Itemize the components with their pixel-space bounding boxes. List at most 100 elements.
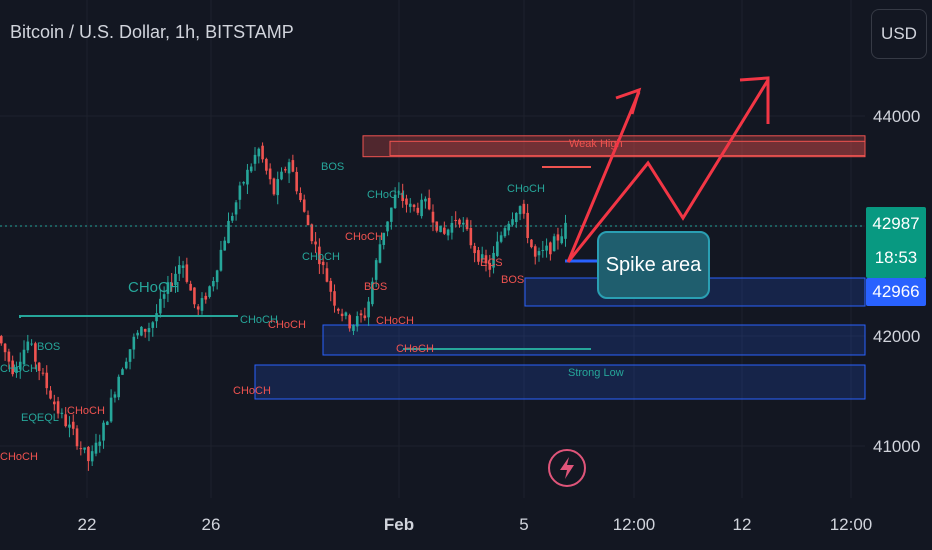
candle-body: [242, 182, 245, 184]
candle-body: [359, 313, 363, 316]
candle-body: [147, 328, 151, 333]
structure-label: CHoCH: [507, 183, 545, 195]
candle-body: [386, 221, 389, 232]
candle-body: [284, 169, 287, 171]
candle-body: [64, 414, 67, 427]
candle-body: [204, 295, 208, 300]
candle-body: [151, 322, 155, 328]
demand-zone-mid: [322, 324, 866, 356]
price-tick-label: 42000: [873, 327, 920, 346]
time-axis[interactable]: 22 26 Feb 5 12:00 12 12:00: [78, 515, 873, 534]
candle-body: [272, 178, 276, 195]
candle-body: [488, 262, 492, 270]
candle-body: [238, 185, 242, 200]
marked-price-tag: 42966: [866, 278, 926, 306]
candle-body: [159, 298, 162, 314]
time-tick-label: 12: [733, 515, 752, 534]
price-tick-label: 44000: [873, 107, 920, 126]
candle-body: [280, 171, 283, 180]
candle-body: [461, 222, 465, 225]
candle-body: [128, 349, 132, 362]
candle-body: [420, 199, 423, 217]
candle-body: [268, 168, 272, 180]
structure-label: CHoCH: [268, 319, 306, 331]
candle-body: [18, 361, 22, 370]
candle-body: [507, 223, 511, 231]
candle-body: [469, 228, 473, 246]
candle-body: [261, 145, 264, 160]
current-price-tag: 42987 18:53: [866, 207, 926, 278]
candle-body: [393, 194, 397, 209]
spike-area-label[interactable]: Spike area: [597, 231, 710, 299]
candle-body: [405, 198, 408, 205]
structure-label: CHoCH: [0, 451, 38, 463]
candle-body: [477, 250, 480, 262]
candle-body: [53, 401, 56, 405]
candle-body: [189, 283, 192, 291]
candle-body: [484, 255, 488, 264]
candle-body: [299, 192, 302, 201]
candle-body: [166, 282, 170, 294]
time-tick-label: 12:00: [830, 515, 873, 534]
currency-button[interactable]: USD: [871, 9, 927, 59]
candle-body: [390, 207, 393, 222]
candle-body: [212, 280, 215, 287]
candle-body: [314, 241, 317, 245]
candle-body: [545, 245, 548, 251]
candle-body: [113, 394, 117, 398]
candle-body: [83, 447, 86, 450]
candle-body: [348, 315, 351, 329]
candle-body: [155, 313, 158, 322]
price-axis[interactable]: 44000 42000 41000: [873, 107, 920, 456]
candle-body: [136, 332, 139, 336]
candle-body: [208, 286, 211, 297]
candle-body: [219, 249, 223, 271]
candle-body: [71, 421, 75, 429]
candle-body: [98, 441, 102, 446]
candle-body: [492, 252, 495, 268]
candle-body: [367, 301, 370, 318]
candle-body: [458, 219, 461, 225]
candle-body: [41, 372, 45, 374]
lightning-bolt-icon[interactable]: [548, 449, 586, 487]
candle-body: [295, 171, 298, 192]
candle-body: [249, 166, 253, 172]
candle-body: [230, 216, 234, 221]
candle-body: [533, 246, 537, 257]
candle-body: [363, 315, 367, 319]
projection-arrow-1: [566, 91, 641, 263]
structure-label: CHoCH: [396, 343, 434, 355]
projection-arrow-1-head: [615, 87, 642, 115]
zones-layer: [254, 135, 866, 400]
time-tick-label: Feb: [384, 515, 414, 534]
candle-body: [560, 236, 564, 244]
price-tick-label: 41000: [873, 437, 920, 456]
candle-body: [541, 249, 545, 251]
time-tick-label: 26: [202, 515, 221, 534]
candle-body: [162, 294, 166, 299]
supply-zone-inner: [389, 140, 866, 157]
candle-body: [480, 254, 484, 260]
candle-body: [37, 362, 41, 371]
choch-level-line: [19, 315, 238, 318]
candle-body: [143, 328, 147, 332]
candle-body: [473, 245, 476, 254]
candle-body: [291, 160, 295, 172]
candle-body: [511, 219, 514, 225]
candle-body: [325, 268, 329, 282]
candle-body: [499, 235, 503, 242]
candle-body: [200, 298, 204, 311]
candle-body: [246, 169, 249, 185]
candle-body: [276, 179, 280, 196]
structure-label: CHoCH: [240, 314, 278, 326]
time-tick-label: 5: [519, 515, 528, 534]
structure-label: CHoCH: [302, 251, 340, 263]
chart-title: Bitcoin / U.S. Dollar, 1h, BITSTAMP: [10, 22, 294, 42]
candle-body: [181, 265, 185, 268]
candle-body: [496, 241, 499, 256]
candle-body: [412, 204, 416, 208]
current-price-value: 42987: [872, 214, 920, 233]
candle-body: [514, 213, 518, 223]
candle-body: [223, 240, 227, 251]
